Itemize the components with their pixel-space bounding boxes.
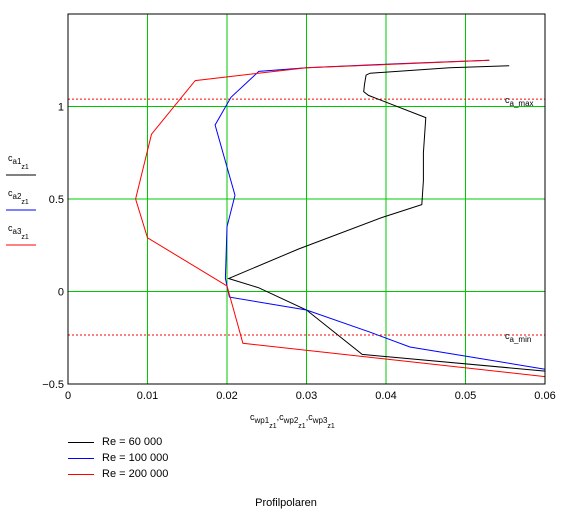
tick-labels: 0 0.01 0.02 0.03 0.04 0.05 0.06−0.500.51 — [42, 102, 555, 403]
y-axis-label-entry: ca2z1 — [8, 188, 29, 206]
legend-swatch — [68, 441, 94, 443]
x-tick-label: 0 — [65, 390, 71, 402]
legend-label: Re = 100 000 — [102, 452, 169, 464]
y-axis-label: ca1z1 ca2z1 ca3z1 — [6, 153, 36, 246]
series-lines — [135, 59, 546, 378]
x-tick-label: 0.04 — [375, 390, 396, 402]
x-tick-label: 0.05 — [455, 390, 476, 402]
legend-swatch — [68, 473, 94, 475]
y-tick-label: 1 — [58, 102, 64, 114]
y-tick-label: 0.5 — [49, 194, 64, 206]
grid-lines — [67, 14, 546, 385]
x-tick-label: 0.01 — [137, 390, 158, 402]
series-line — [135, 59, 546, 378]
legend-label: Re = 60 000 — [102, 436, 163, 448]
reference-label: ca_min — [505, 331, 531, 344]
legend-item: Re = 200 000 — [68, 466, 168, 482]
reference-labels: ca_max ca_min — [505, 95, 534, 344]
x-tick-label: 0.06 — [534, 390, 555, 402]
legend-swatch — [68, 457, 94, 459]
legend-label: Re = 200 000 — [102, 468, 169, 480]
x-axis-label: cwp1z1,cwp2z1,cwp3z1 — [250, 412, 335, 430]
legend-item: Re = 60 000 — [68, 434, 162, 450]
reference-label: ca_max — [505, 95, 534, 108]
y-axis-label-entry: ca3z1 — [8, 223, 29, 241]
x-axis-label-text: cwp1z1,cwp2z1,cwp3z1 — [250, 412, 335, 430]
chart-caption: Profilpolaren — [255, 497, 317, 509]
series-line — [227, 65, 546, 372]
y-tick-label: −0.5 — [42, 379, 64, 391]
plot-frame — [67, 13, 546, 385]
x-tick-label: 0.03 — [296, 390, 317, 402]
y-axis-label-entry: ca1z1 — [8, 153, 29, 171]
x-tick-label: 0.02 — [216, 390, 237, 402]
reference-lines — [68, 98, 545, 336]
y-tick-label: 0 — [58, 287, 64, 299]
legend-item: Re = 100 000 — [68, 450, 168, 466]
